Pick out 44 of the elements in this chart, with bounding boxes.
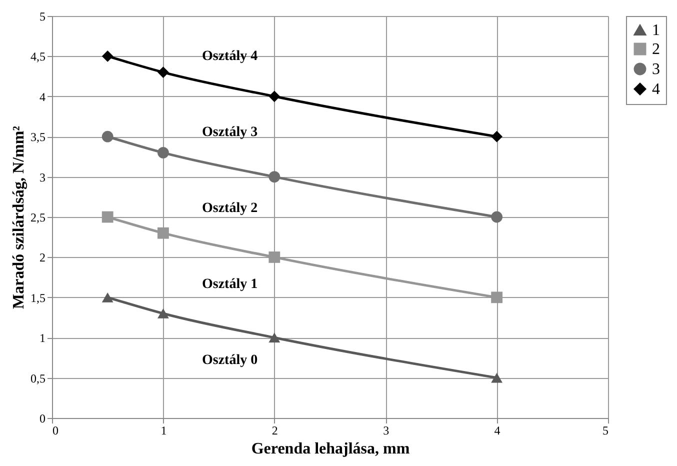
point <box>268 90 280 102</box>
point <box>268 252 280 263</box>
point <box>102 292 114 302</box>
y-tick-label: 2 <box>40 250 46 265</box>
point <box>268 171 280 182</box>
legend-label: 4 <box>652 81 660 98</box>
annotation: Osztály 3 <box>202 125 258 140</box>
y-tick-label: 3 <box>40 170 46 184</box>
point <box>158 227 169 239</box>
point <box>102 130 114 142</box>
x-axis-title: Gerenda lehajlása, mm <box>251 440 410 458</box>
x-tick-label: 3 <box>383 424 390 438</box>
y-tick-label: 0,5 <box>30 371 46 386</box>
y-tick-label: 3,5 <box>30 130 46 144</box>
point <box>491 211 502 223</box>
y-tick-label: 5 <box>40 10 46 24</box>
legend-label: 2 <box>652 41 660 58</box>
point <box>491 292 502 304</box>
annotation: Osztály 1 <box>202 277 258 292</box>
y-tick-label: 0 <box>40 412 46 426</box>
y-tick-label: 4,5 <box>30 50 46 64</box>
point <box>158 66 169 78</box>
annotation: Osztály 2 <box>202 201 258 216</box>
point <box>102 50 114 62</box>
point <box>102 211 114 223</box>
x-tick-label: 2 <box>272 424 278 438</box>
point <box>158 308 169 318</box>
legend-label: 3 <box>652 61 660 78</box>
annotation: Osztály 0 <box>202 353 258 368</box>
y-tick-label: 4 <box>40 90 46 104</box>
x-tick-label: 1 <box>160 424 167 438</box>
y-tick-label: 1,5 <box>30 290 46 305</box>
legend-label: 1 <box>652 22 660 39</box>
point <box>158 146 169 158</box>
x-tick-label: 4 <box>494 424 500 438</box>
x-tick-label: 0 <box>52 424 58 438</box>
y-axis-title: Maradó szilárdság, N/mm² <box>10 126 28 309</box>
point <box>268 332 280 343</box>
annotation: Osztály 4 <box>202 49 258 64</box>
y-tick-label: 2,5 <box>30 210 46 224</box>
point <box>491 130 502 142</box>
y-tick-label: 1 <box>40 331 46 346</box>
x-tick-label: 5 <box>602 424 608 438</box>
point <box>491 372 502 383</box>
